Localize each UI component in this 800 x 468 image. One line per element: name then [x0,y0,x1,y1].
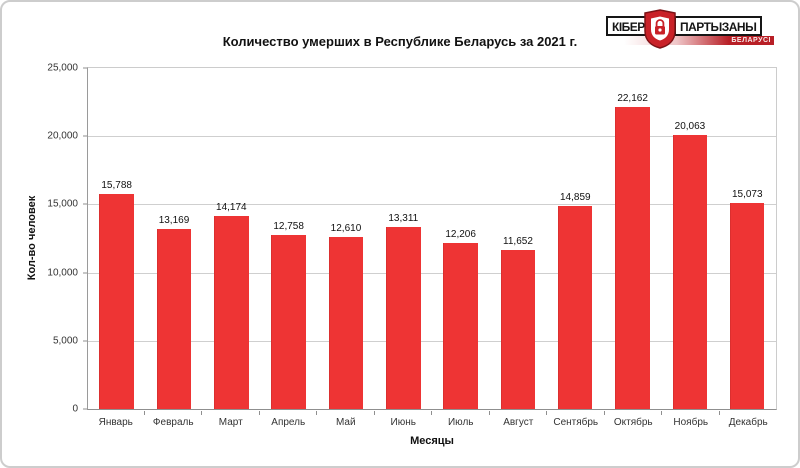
bar [156,229,192,409]
bar-column: 15,788 [88,68,145,409]
x-axis-label: Сентябрь [547,411,605,428]
y-tick-mark [83,340,87,342]
bar-value-label: 15,788 [101,179,132,191]
x-axis-label: Август [490,411,548,428]
logo-subtitle: БЕЛАРУСІ [731,37,771,44]
gridline [88,272,776,274]
x-axis-label: Февраль [145,411,203,428]
bar-column: 12,758 [260,68,317,409]
bar [99,193,134,409]
bar-column: 12,206 [432,68,489,409]
y-tick-label: 25,000 [47,62,78,74]
bar-value-label: 20,063 [674,121,706,133]
y-tick-mark [83,135,87,137]
bar [730,203,765,409]
y-tick-mark [83,408,87,410]
y-axis-title: Кол-во человек [26,195,38,281]
y-tick-label: 15,000 [47,198,78,210]
bar-value-label: 12,758 [273,220,304,232]
y-tick-label: 10,000 [47,267,78,279]
bar-column: 12,610 [317,68,374,409]
bar-value-label: 22,162 [617,92,648,104]
bar-column: 13,311 [375,68,432,409]
cyber-partisans-logo: КІБЕР ПАРТЫЗАНЫ БЕЛАРУСІ [606,9,776,49]
x-axis-label: Октябрь [605,411,663,428]
bar-column: 11,652 [489,68,546,409]
bar-column: 14,859 [547,68,604,409]
bar-value-label: 14,174 [216,201,247,213]
bar-value-label: 15,073 [731,189,763,201]
bar-value-label: 13,169 [158,215,190,227]
x-axis-label: Март [202,411,260,428]
bar [386,227,421,409]
y-tick-mark [83,203,87,205]
x-axis-labels: Январь Февраль Март Апрель Май Июнь Июль Август… [87,411,777,428]
bars: 15,788 13,169 14,174 12,758 12,610 13,311 12,2… [88,68,776,409]
x-axis-label: Июль [432,411,490,428]
bar [271,234,306,409]
bar [615,106,650,409]
bar-column: 15,073 [719,68,776,409]
x-axis-label: Апрель [260,411,318,428]
bar-column: 13,169 [145,68,202,409]
bar-value-label: 14,859 [559,192,591,204]
x-axis-label: Ноябрь [662,411,720,428]
bar-column: 20,063 [661,68,718,409]
bar-column: 22,162 [604,68,661,409]
gridline [88,136,776,138]
gridline [88,204,776,206]
gridline [88,340,776,342]
y-tick-label: 20,000 [47,130,78,142]
bar-value-label: 13,311 [388,213,419,225]
plot-area: 0 5,000 10,000 15,000 20,000 25,000 15,788 13,… [47,63,777,415]
y-tick-mark [83,67,87,69]
bar [214,215,249,409]
y-tick-mark [83,272,87,274]
y-tick-label: 5,000 [52,335,78,347]
logo-word-partyzany: ПАРТЫЗАНЫ [674,16,763,36]
logo-belarus-ribbon: БЕЛАРУСІ [624,36,774,45]
logo-word-kiber: КІБЕР [606,16,651,36]
x-axis-label: Январь [87,411,145,428]
bar [672,135,708,409]
bar-value-label: 11,652 [503,236,533,248]
x-axis-label: Июнь [375,411,433,428]
bar-column: 14,174 [203,68,260,409]
bar [328,237,364,409]
x-axis-title: Месяцы [410,435,454,447]
x-axis-label: Декабрь [728,417,768,428]
bar [443,242,478,409]
shield-lock-icon [644,9,676,49]
bar [500,250,536,409]
y-tick-label: 0 [72,403,78,415]
x-axis-label: Май [317,411,375,428]
bar [558,206,593,409]
bar-value-label: 12,206 [445,228,476,240]
bar-value-label: 12,610 [330,223,362,234]
chart-title: Количество умерших в Республике Беларусь… [222,34,578,49]
